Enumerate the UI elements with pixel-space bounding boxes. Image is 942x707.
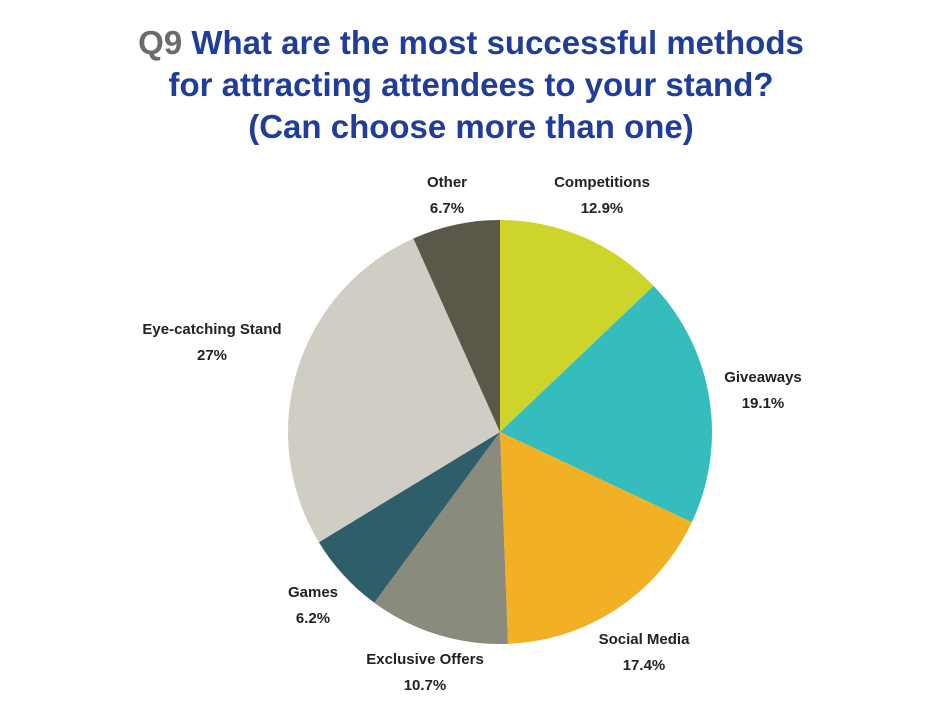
slice-label-name: Games	[287, 584, 339, 601]
slice-label-name: Exclusive Offers	[366, 651, 484, 668]
slice-label-value: 19.1%	[741, 395, 785, 412]
slice-label: Games 6.2%	[288, 580, 338, 632]
slice-label-name: Eye-catching Stand	[142, 321, 282, 338]
slice-label: Competitions 12.9%	[554, 170, 650, 222]
title-text-1: What are the most successful methods	[191, 24, 804, 61]
slice-competitions	[500, 220, 654, 432]
slice-label-value: 17.4%	[622, 657, 666, 674]
slice-label: Social Media 17.4%	[599, 627, 690, 679]
slice-label-value: 10.7%	[403, 677, 447, 694]
slice-label-name: Other	[426, 174, 468, 191]
slice-label: Giveaways 19.1%	[724, 365, 802, 417]
slice-label-name: Competitions	[554, 174, 650, 191]
slice-eye-catching-stand	[287, 238, 500, 543]
slice-label-name: Giveaways	[724, 369, 802, 386]
question-number: Q9	[138, 24, 183, 61]
title-line-3: (Can choose more than one)	[248, 108, 694, 145]
slice-label-value: 27%	[196, 347, 228, 364]
slice-label: Exclusive Offers 10.7%	[366, 647, 484, 699]
title-line-1: Q9 What are the most successful methods	[0, 22, 942, 64]
slice-label-value: 6.2%	[295, 610, 331, 627]
slice-label: Other 6.7%	[427, 170, 467, 222]
slice-social-media	[500, 432, 692, 644]
slice-other	[413, 220, 500, 432]
slice-label-value: 6.7%	[429, 200, 465, 217]
slice-label-value: 12.9%	[580, 200, 624, 217]
chart-title: Q9 What are the most successful methods …	[0, 22, 942, 148]
slice-games	[318, 432, 500, 603]
title-line-2: for attracting attendees to your stand?	[168, 66, 774, 103]
slice-label: Eye-catching Stand 27%	[142, 317, 281, 369]
slice-exclusive-offers	[374, 432, 508, 645]
slice-label-name: Social Media	[598, 631, 690, 648]
slice-giveaways	[500, 285, 712, 523]
